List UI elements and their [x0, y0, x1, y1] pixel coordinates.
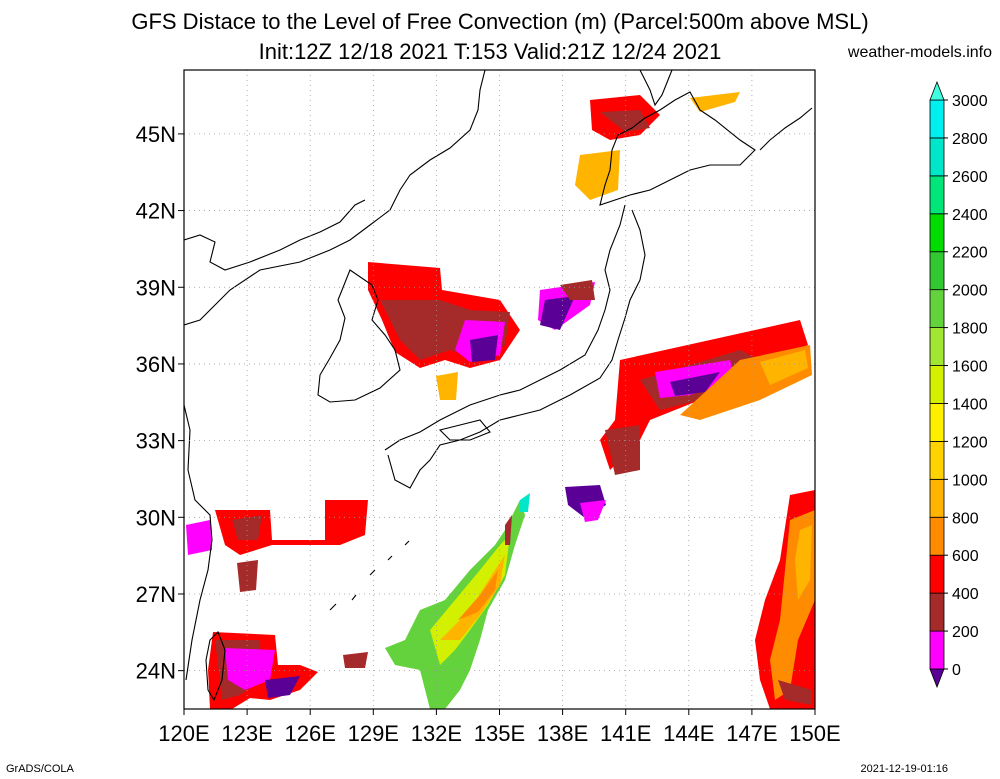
lat-tick-label: 45N	[136, 122, 176, 147]
footer-software-label: GrADS/COLA	[6, 763, 74, 775]
colorbar-segment	[929, 478, 945, 518]
colorbar-label: 200	[952, 624, 979, 641]
lat-tick-label: 42N	[136, 199, 176, 224]
footer-timestamp: 2021-12-19-01:16	[860, 763, 948, 775]
map-title-line1: GFS Distace to the Level of Free Convect…	[131, 9, 869, 34]
colorbar-segment	[929, 554, 945, 594]
latitude-axis: 24N 27N 30N 33N 36N 39N 42N 45N	[136, 122, 184, 684]
colorbar-segment	[929, 630, 945, 670]
colorbar-segment	[929, 365, 945, 404]
lat-tick-label: 30N	[136, 505, 176, 530]
colorbar-segment	[929, 403, 945, 442]
colorbar-label: 2800	[952, 131, 988, 148]
lon-tick-label: 129E	[348, 721, 399, 746]
lat-lon-grid	[183, 70, 816, 709]
colorbar-segment	[929, 289, 945, 328]
lon-tick-label: 150E	[789, 721, 840, 746]
colorbar-label: 3000	[952, 93, 988, 110]
colorbar: 0 200 400 600 800 1000 1200 1400 1600 1800 2000 220…	[929, 80, 988, 689]
lon-tick-label: 126E	[285, 721, 336, 746]
colorbar-label: 2200	[952, 245, 988, 262]
lat-tick-label: 36N	[136, 352, 176, 377]
colorbar-high-extend	[929, 80, 945, 101]
colorbar-label: 2000	[952, 283, 988, 300]
colorbar-low-extend	[929, 668, 945, 689]
colorbar-segment	[929, 440, 945, 480]
lon-tick-label: 132E	[411, 721, 462, 746]
colorbar-label: 0	[952, 662, 961, 679]
lfc-shading-field	[186, 92, 815, 709]
lon-tick-label: 144E	[663, 721, 714, 746]
lon-tick-label: 138E	[537, 721, 588, 746]
colorbar-segment	[929, 251, 945, 291]
colorbar-label: 400	[952, 586, 979, 603]
lon-tick-label: 120E	[158, 721, 209, 746]
colorbar-segment	[929, 137, 945, 177]
colorbar-segment	[929, 327, 945, 366]
longitude-axis: 120E 123E 126E 129E 132E 135E 138E 141E 144E 147E…	[158, 709, 841, 746]
lon-tick-label: 141E	[600, 721, 651, 746]
colorbar-label: 1200	[952, 434, 988, 451]
source-label: weather-models.info	[847, 44, 992, 61]
colorbar-segment	[929, 99, 945, 139]
lat-tick-label: 24N	[136, 659, 176, 684]
lon-tick-label: 147E	[726, 721, 777, 746]
colorbar-segment	[929, 592, 945, 632]
colorbar-segment	[929, 516, 945, 556]
lat-tick-label: 39N	[136, 275, 176, 300]
colorbar-segment	[929, 213, 945, 253]
colorbar-label: 600	[952, 548, 979, 565]
colorbar-label: 1400	[952, 396, 988, 413]
colorbar-label: 800	[952, 510, 979, 527]
colorbar-label: 2400	[952, 207, 988, 224]
lon-tick-label: 123E	[221, 721, 272, 746]
coastlines	[184, 70, 813, 702]
lon-tick-label: 135E	[474, 721, 525, 746]
colorbar-label: 2600	[952, 169, 988, 186]
lat-tick-label: 27N	[136, 582, 176, 607]
colorbar-label: 1800	[952, 321, 988, 338]
colorbar-label: 1600	[952, 359, 988, 376]
colorbar-label: 1000	[952, 472, 988, 489]
lat-tick-label: 33N	[136, 429, 176, 454]
map-title-line2: Init:12Z 12/18 2021 T:153 Valid:21Z 12/2…	[258, 39, 722, 64]
colorbar-segment	[929, 175, 945, 215]
